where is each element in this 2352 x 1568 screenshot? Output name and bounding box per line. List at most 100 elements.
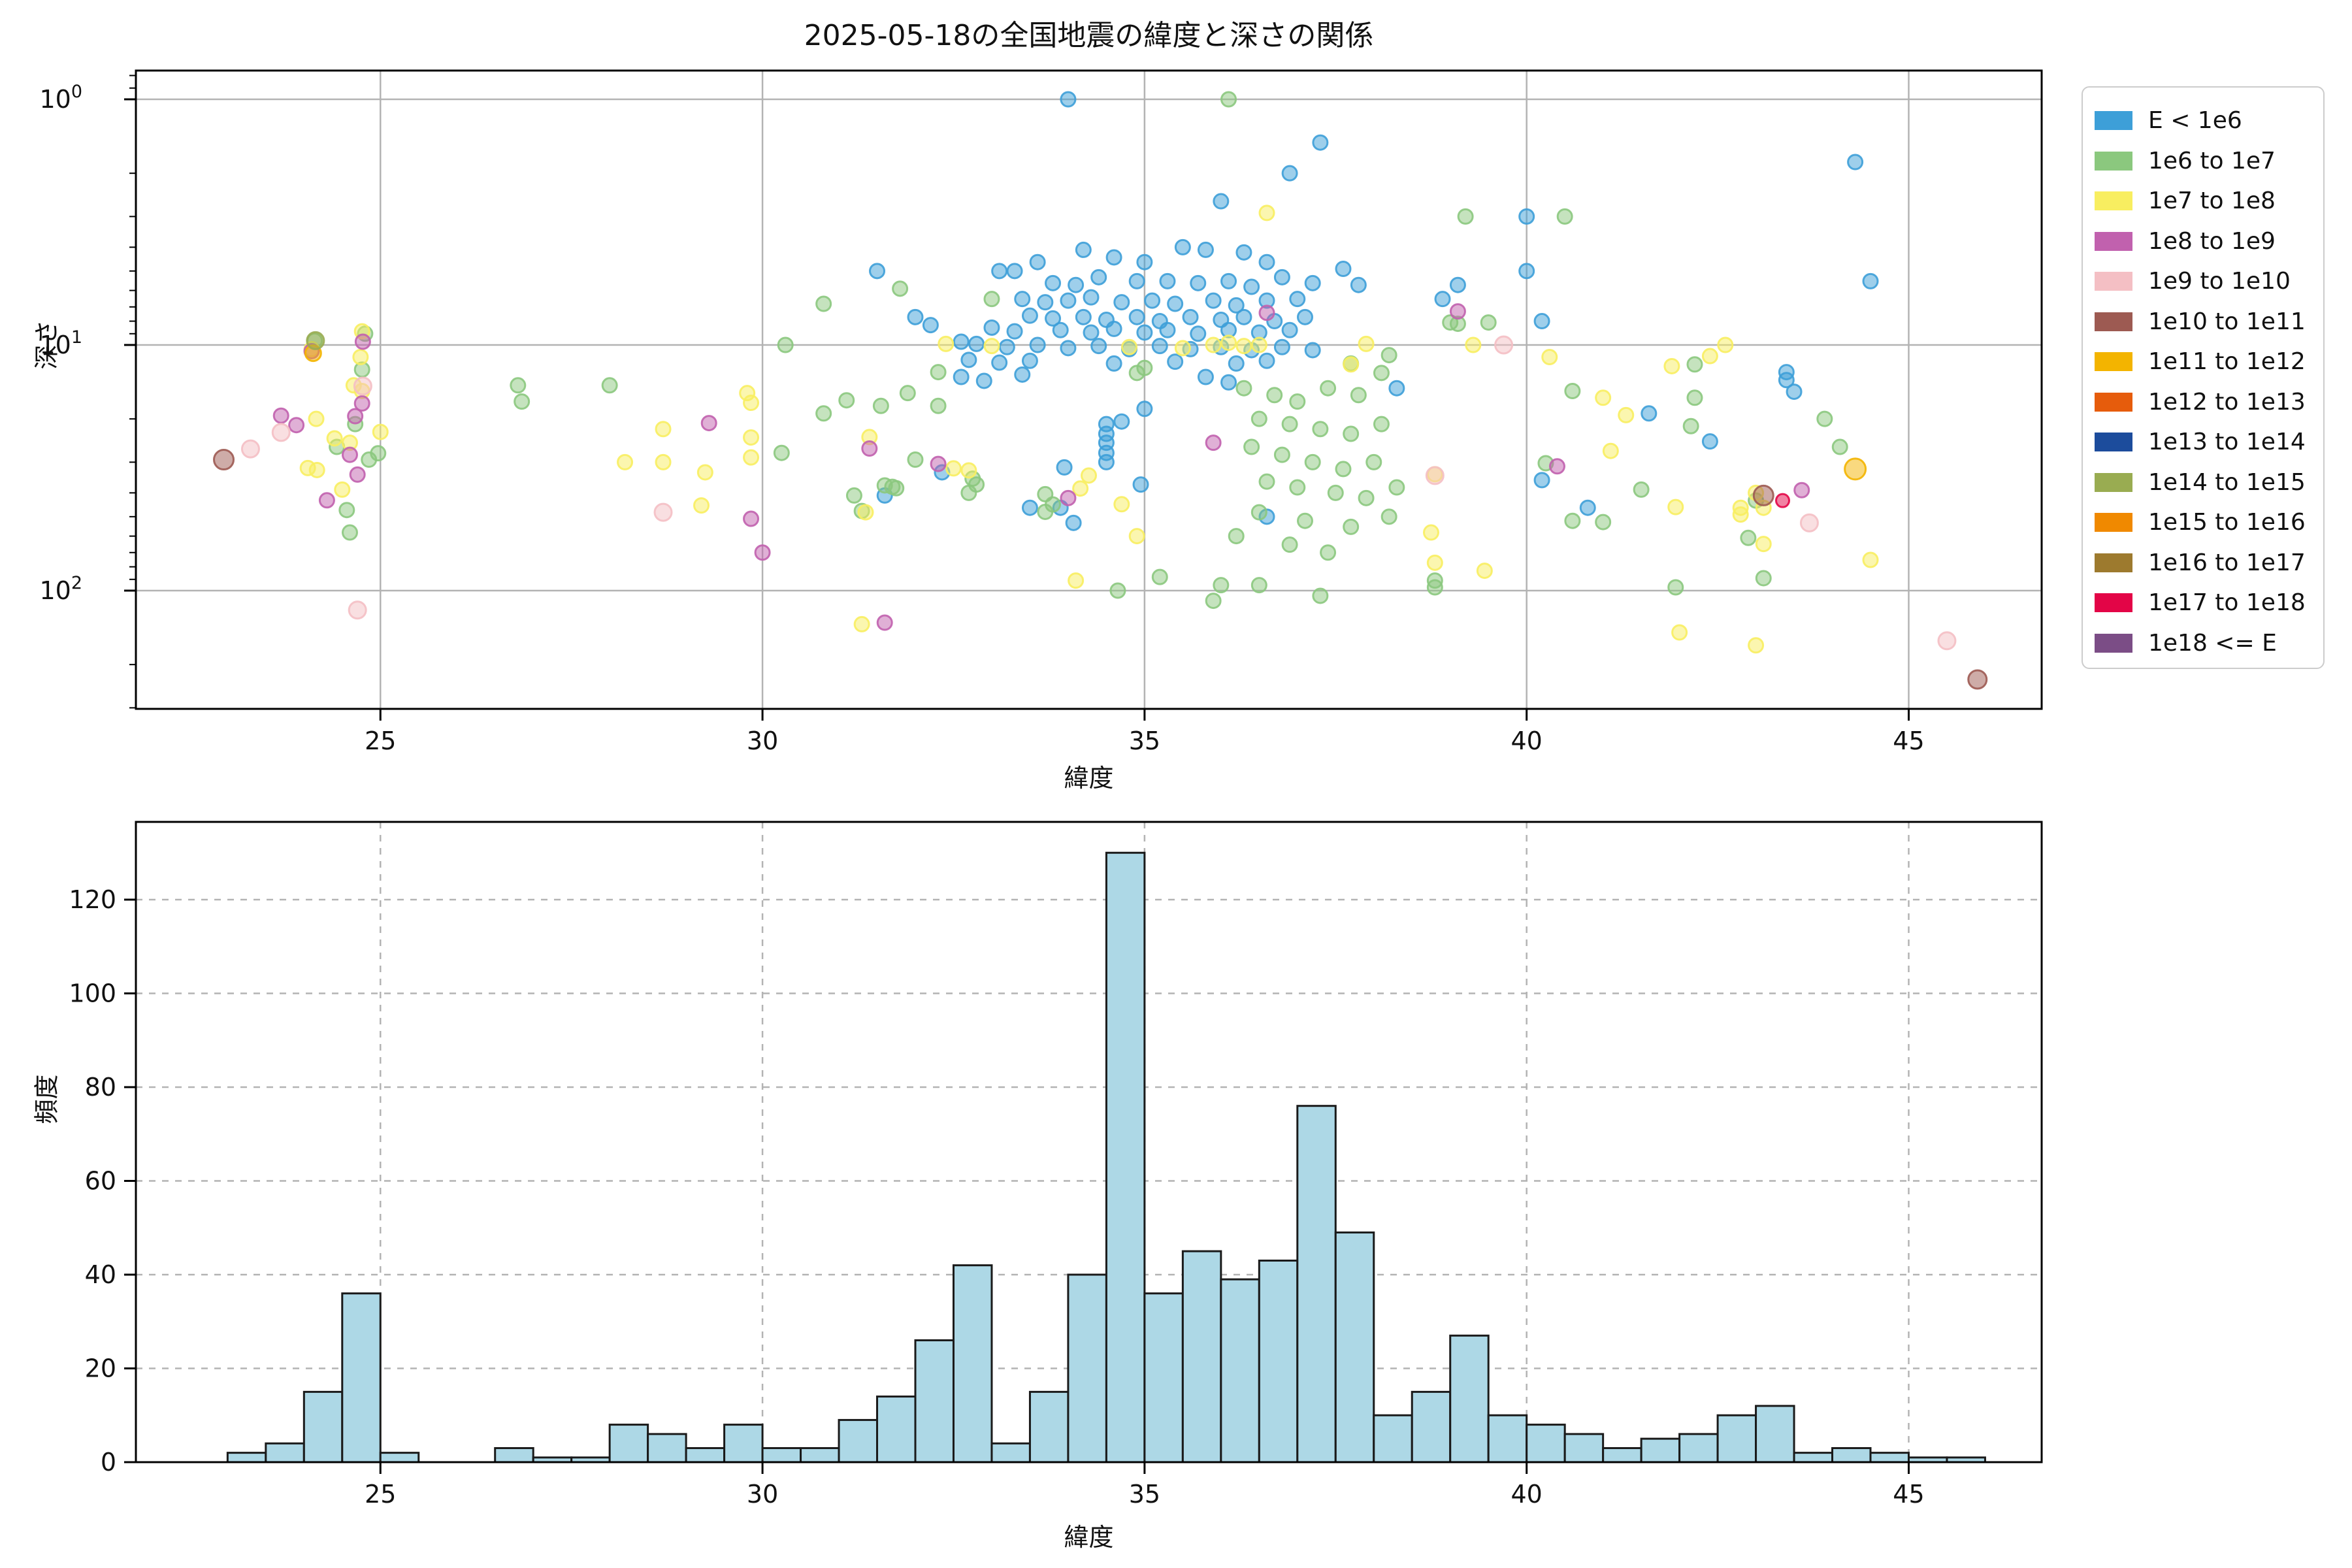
- scatter-point[interactable]: [1380, 508, 1397, 525]
- scatter-point[interactable]: [1748, 637, 1765, 654]
- scatter-point[interactable]: [1755, 570, 1772, 587]
- scatter-point[interactable]: [354, 333, 371, 350]
- histogram-bar[interactable]: [1449, 1334, 1490, 1463]
- histogram-bar[interactable]: [1220, 1278, 1260, 1463]
- scatter-point[interactable]: [372, 423, 389, 440]
- scatter-point[interactable]: [1090, 338, 1107, 355]
- scatter-point[interactable]: [1862, 551, 1879, 568]
- scatter-point[interactable]: [983, 319, 1000, 336]
- scatter-point[interactable]: [853, 615, 870, 632]
- scatter-point[interactable]: [1052, 321, 1069, 338]
- scatter-point[interactable]: [1258, 473, 1275, 490]
- scatter-point[interactable]: [1197, 368, 1214, 385]
- scatter-point[interactable]: [983, 291, 1000, 308]
- scatter-point[interactable]: [1045, 310, 1062, 327]
- scatter-point[interactable]: [1258, 304, 1275, 321]
- scatter-point[interactable]: [693, 497, 710, 514]
- scatter-point[interactable]: [1060, 489, 1077, 506]
- scatter-point[interactable]: [1480, 314, 1497, 331]
- scatter-point[interactable]: [1373, 365, 1390, 382]
- scatter-point[interactable]: [1281, 165, 1298, 182]
- scatter-point[interactable]: [1109, 582, 1126, 599]
- scatter-point[interactable]: [1335, 461, 1352, 478]
- scatter-point[interactable]: [773, 444, 790, 461]
- scatter-point[interactable]: [815, 295, 832, 312]
- scatter-point[interactable]: [1029, 336, 1046, 353]
- scatter-point[interactable]: [1564, 383, 1581, 400]
- scatter-point[interactable]: [1312, 134, 1329, 151]
- histogram-bar[interactable]: [1258, 1259, 1299, 1463]
- scatter-point[interactable]: [1243, 278, 1260, 295]
- scatter-point[interactable]: [1098, 453, 1115, 470]
- scatter-point[interactable]: [349, 466, 366, 483]
- scatter-point[interactable]: [876, 614, 893, 631]
- histogram-bar[interactable]: [685, 1446, 726, 1463]
- histogram-bar[interactable]: [990, 1442, 1031, 1463]
- scatter-point[interactable]: [1449, 276, 1466, 293]
- scatter-point[interactable]: [1426, 554, 1443, 571]
- scatter-point[interactable]: [1667, 579, 1684, 596]
- scatter-point[interactable]: [1250, 577, 1267, 594]
- scatter-point[interactable]: [975, 372, 992, 389]
- scatter-point[interactable]: [938, 335, 955, 352]
- scatter-point[interactable]: [308, 461, 325, 478]
- scatter-point[interactable]: [1281, 416, 1298, 433]
- histogram-bar[interactable]: [723, 1424, 764, 1463]
- scatter-point[interactable]: [1862, 272, 1879, 289]
- scatter-point[interactable]: [1701, 348, 1718, 365]
- scatter-point[interactable]: [1083, 289, 1100, 306]
- scatter-point[interactable]: [869, 263, 886, 280]
- histogram-bar[interactable]: [379, 1452, 420, 1463]
- histogram-bar[interactable]: [302, 1390, 344, 1463]
- scatter-point[interactable]: [1144, 292, 1161, 309]
- scatter-point[interactable]: [306, 331, 325, 350]
- scatter-point[interactable]: [899, 385, 916, 402]
- scatter-point[interactable]: [1266, 387, 1283, 404]
- scatter-point[interactable]: [1136, 400, 1153, 417]
- scatter-point[interactable]: [743, 449, 760, 466]
- scatter-point[interactable]: [1388, 380, 1405, 397]
- scatter-point[interactable]: [1060, 292, 1077, 309]
- scatter-point[interactable]: [1595, 514, 1612, 531]
- scatter-point[interactable]: [347, 408, 364, 425]
- scatter-point[interactable]: [1618, 406, 1635, 423]
- scatter-point[interactable]: [1151, 338, 1168, 355]
- histogram-bar[interactable]: [1678, 1433, 1719, 1463]
- scatter-point[interactable]: [1816, 410, 1833, 427]
- scatter-point[interactable]: [1793, 482, 1810, 498]
- scatter-point[interactable]: [1056, 459, 1073, 476]
- scatter-point[interactable]: [754, 544, 771, 561]
- scatter-point[interactable]: [1220, 91, 1237, 108]
- scatter-point[interactable]: [907, 308, 924, 325]
- histogram-bar[interactable]: [1334, 1231, 1375, 1463]
- scatter-point[interactable]: [1105, 355, 1122, 372]
- scatter-point[interactable]: [1113, 496, 1130, 513]
- scatter-point[interactable]: [1250, 336, 1267, 353]
- scatter-point[interactable]: [1068, 572, 1085, 589]
- scatter-point[interactable]: [1128, 528, 1145, 545]
- scatter-point[interactable]: [1304, 274, 1321, 291]
- scatter-point[interactable]: [514, 393, 531, 410]
- scatter-point[interactable]: [1213, 193, 1230, 210]
- scatter-point[interactable]: [308, 410, 325, 427]
- scatter-point[interactable]: [361, 451, 378, 468]
- scatter-point[interactable]: [1304, 342, 1321, 359]
- scatter-point[interactable]: [1289, 393, 1306, 410]
- histogram-bar[interactable]: [1067, 1273, 1107, 1463]
- scatter-point[interactable]: [1579, 499, 1596, 516]
- histogram-bar[interactable]: [761, 1446, 802, 1463]
- scatter-point[interactable]: [888, 480, 905, 497]
- scatter-point[interactable]: [1021, 499, 1038, 516]
- histogram-bar[interactable]: [494, 1446, 534, 1463]
- scatter-point[interactable]: [960, 462, 977, 479]
- scatter-point[interactable]: [1132, 476, 1149, 493]
- scatter-point[interactable]: [1518, 208, 1535, 225]
- scatter-point[interactable]: [907, 451, 924, 468]
- scatter-point[interactable]: [1752, 484, 1774, 506]
- scatter-point[interactable]: [1167, 295, 1184, 312]
- scatter-point[interactable]: [1136, 324, 1153, 341]
- scatter-point[interactable]: [1548, 458, 1565, 475]
- scatter-point[interactable]: [1083, 324, 1100, 341]
- scatter-point[interactable]: [960, 351, 977, 368]
- histogram-bar[interactable]: [1716, 1414, 1757, 1463]
